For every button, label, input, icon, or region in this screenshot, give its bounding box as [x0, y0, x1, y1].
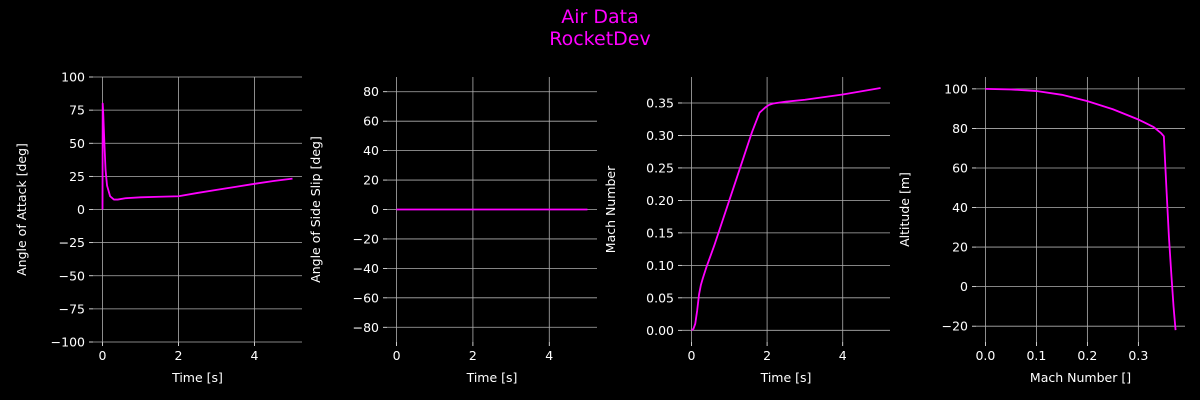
- y-axis-label: Angle of Side Slip [deg]: [308, 136, 323, 283]
- y-tick-label: −50: [59, 268, 85, 283]
- y-tick-label: 20: [363, 173, 379, 188]
- y-tick-label: 0: [960, 279, 968, 294]
- y-axis-label: Mach Number: [603, 165, 618, 253]
- x-tick-label: 2: [763, 348, 771, 363]
- x-tick-label: 0.0: [975, 348, 995, 363]
- y-tick-label: −20: [353, 231, 379, 246]
- y-tick-label: 0.35: [646, 95, 674, 110]
- y-tick-label: −25: [59, 235, 85, 250]
- y-tick-label: 0.20: [646, 193, 674, 208]
- y-tick-label: −40: [353, 261, 379, 276]
- y-tick-label: 40: [952, 200, 968, 215]
- series-line: [690, 87, 881, 332]
- x-axis-label: Time [s]: [171, 370, 223, 385]
- x-tick-label: 0.2: [1077, 348, 1097, 363]
- y-tick-label: 40: [363, 143, 379, 158]
- x-tick-label: 4: [545, 348, 553, 363]
- series-line: [985, 87, 1177, 331]
- y-tick-label: 80: [363, 84, 379, 99]
- y-tick-label: 50: [69, 136, 85, 151]
- x-tick-label: 2: [469, 348, 477, 363]
- y-tick-label: 0.30: [646, 128, 674, 143]
- y-tick-label: 0: [371, 202, 379, 217]
- y-tick-label: −60: [353, 290, 379, 305]
- y-tick-label: −75: [59, 301, 85, 316]
- x-tick-label: 4: [251, 348, 259, 363]
- y-tick-label: 75: [69, 103, 85, 118]
- y-tick-label: 0.05: [646, 290, 674, 305]
- y-tick-label: 0: [77, 202, 85, 217]
- y-tick-label: 0.15: [646, 225, 674, 240]
- x-tick-label: 0: [687, 348, 695, 363]
- figure-subtitle: RocketDev: [549, 28, 651, 50]
- x-axis-label: Time [s]: [760, 370, 812, 385]
- x-tick-label: 0: [99, 348, 107, 363]
- y-tick-label: −80: [353, 320, 379, 335]
- y-tick-label: 0.00: [646, 323, 674, 338]
- y-tick-label: 0.25: [646, 160, 674, 175]
- x-tick-label: 4: [839, 348, 847, 363]
- y-tick-label: 60: [363, 114, 379, 129]
- y-tick-label: 100: [944, 81, 968, 96]
- y-tick-label: 25: [69, 169, 85, 184]
- y-tick-label: 60: [952, 160, 968, 175]
- series-line: [101, 102, 293, 210]
- x-tick-label: 2: [175, 348, 183, 363]
- y-tick-label: 20: [952, 240, 968, 255]
- x-tick-label: 0: [393, 348, 401, 363]
- x-axis-label: Time [s]: [466, 370, 518, 385]
- y-tick-label: −100: [51, 335, 85, 350]
- y-axis-label: Altitude [m]: [897, 172, 912, 247]
- y-axis-label: Angle of Attack [deg]: [14, 143, 29, 276]
- x-axis-label: Mach Number []: [1030, 370, 1131, 385]
- y-tick-label: −20: [942, 319, 968, 334]
- figure-title: Air Data: [561, 6, 639, 28]
- y-tick-label: 80: [952, 121, 968, 136]
- y-tick-label: 0.10: [646, 258, 674, 273]
- x-tick-label: 0.1: [1026, 348, 1046, 363]
- x-tick-label: 0.3: [1128, 348, 1148, 363]
- y-tick-label: 100: [61, 70, 85, 85]
